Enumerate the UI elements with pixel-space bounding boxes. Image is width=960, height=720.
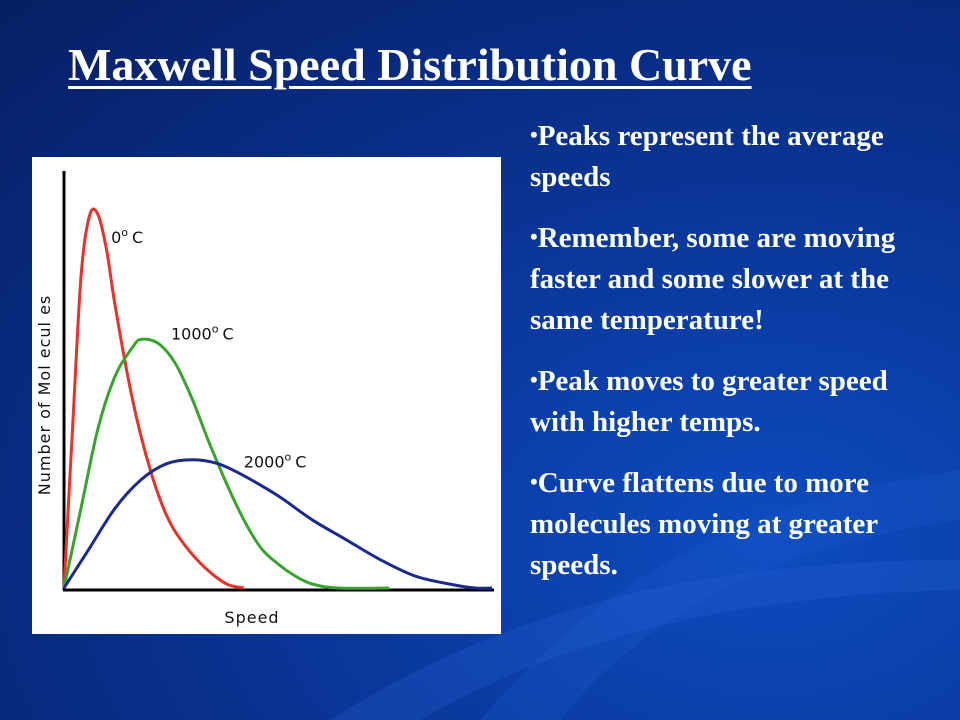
series-line-2 [62, 458, 493, 590]
series-line-0 [62, 207, 245, 590]
series-label-2: 2000o C [244, 451, 307, 472]
bullet-item: •Peak moves to greater speed with higher… [530, 365, 888, 438]
series-label-1: 1000o C [171, 322, 234, 343]
x-axis-title: Speed [224, 608, 279, 627]
series-label-0: 0o C [111, 226, 143, 247]
bullet-list: •Peaks represent the average speeds •Rem… [530, 114, 940, 604]
bullet-item: •Peaks represent the average speeds [530, 120, 884, 193]
slide-title: Maxwell Speed Distribution Curve [68, 39, 752, 90]
series-layer: 0o C 1000o C 2000o C [62, 207, 493, 590]
chart-panel: Speed Number of Mol ecul es 0o C 1000o C 200… [32, 157, 501, 634]
bullet-item: •Curve flattens due to more molecules mo… [530, 467, 878, 581]
bullet-item: •Remember, some are moving faster and so… [530, 222, 896, 336]
maxwell-chart: Speed Number of Mol ecul es 0o C 1000o C 200… [35, 171, 494, 627]
y-axis-title: Number of Mol ecul es [35, 295, 54, 495]
series-line-1 [62, 337, 390, 590]
